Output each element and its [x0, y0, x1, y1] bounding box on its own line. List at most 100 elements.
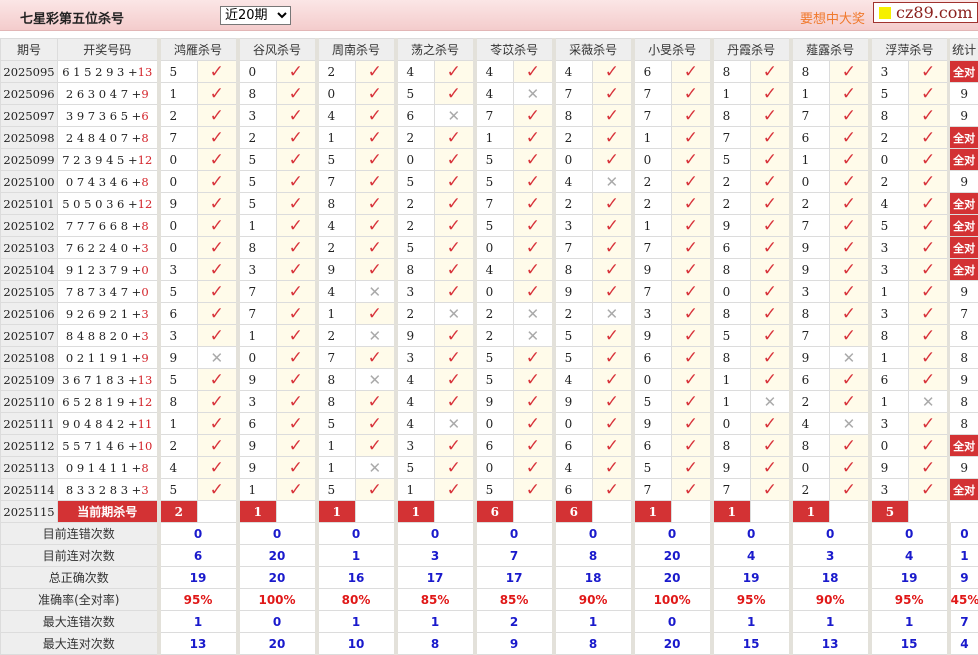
summary-value: 3	[396, 545, 475, 567]
issue-cell: 2025095	[1, 61, 58, 83]
kill-number-cell: 2	[396, 215, 435, 237]
draw-digits: 5 5 7 1 4 6 +	[62, 439, 137, 453]
check-icon: ✓	[277, 149, 317, 171]
check-icon: ✓	[356, 479, 396, 501]
kill-number-cell: 0	[159, 149, 198, 171]
current-kill-number: 6	[554, 501, 593, 523]
cross-icon: ✕	[198, 347, 238, 369]
cross-icon: ✕	[435, 105, 475, 127]
kill-number-cell: 0	[475, 281, 514, 303]
kill-number-cell: 4	[396, 61, 435, 83]
summary-value: 85%	[475, 589, 554, 611]
kill-number-cell: 1	[396, 479, 435, 501]
check-icon: ✓	[672, 303, 712, 325]
check-icon: ✓	[909, 237, 949, 259]
current-kill-number: 1	[712, 501, 751, 523]
check-icon: ✓	[830, 193, 870, 215]
check-icon: ✓	[751, 149, 791, 171]
period-select[interactable]: 近20期	[220, 6, 291, 25]
cross-icon: ✕	[514, 303, 554, 325]
check-icon: ✓	[277, 369, 317, 391]
check-icon: ✓	[277, 413, 317, 435]
summary-value: 20	[238, 567, 317, 589]
check-icon: ✓	[435, 193, 475, 215]
check-icon: ✓	[593, 105, 633, 127]
check-icon: ✓	[909, 127, 949, 149]
check-icon: ✓	[672, 413, 712, 435]
draw-digits: 8 4 8 8 2 0 +	[66, 329, 141, 343]
kill-number-cell: 9	[238, 435, 277, 457]
check-icon: ✓	[751, 303, 791, 325]
kill-number-cell: 1	[475, 127, 514, 149]
brand-logo[interactable]: cz89.com	[873, 2, 978, 23]
check-icon: ✓	[435, 391, 475, 413]
draw-special: 9	[141, 87, 148, 101]
check-icon: ✓	[198, 171, 238, 193]
kill-number-cell: 1	[712, 369, 751, 391]
check-icon: ✓	[356, 435, 396, 457]
check-icon: ✓	[356, 413, 396, 435]
current-kill-number: 1	[396, 501, 435, 523]
check-icon: ✓	[593, 215, 633, 237]
check-icon: ✓	[514, 369, 554, 391]
kill-number-cell: 7	[238, 281, 277, 303]
stat-cell: 8	[949, 347, 978, 369]
draw-number-cell: 7 7 7 6 6 8 +8	[58, 215, 159, 237]
summary-value: 1	[791, 611, 870, 633]
kill-number-cell: 9	[633, 325, 672, 347]
check-icon: ✓	[593, 83, 633, 105]
column-header-expert: 采薇杀号	[554, 39, 633, 61]
summary-label: 准确率(全对率)	[1, 589, 159, 611]
summary-value: 0	[396, 523, 475, 545]
kill-number-cell: 8	[712, 105, 751, 127]
check-icon: ✓	[514, 457, 554, 479]
kill-number-cell: 4	[317, 215, 356, 237]
kill-number-cell: 0	[712, 413, 751, 435]
check-icon: ✓	[435, 369, 475, 391]
draw-number-cell: 2 6 3 0 4 7 +9	[58, 83, 159, 105]
summary-label: 最大连错次数	[1, 611, 159, 633]
kill-number-cell: 5	[554, 325, 593, 347]
check-icon: ✓	[514, 413, 554, 435]
check-icon: ✓	[435, 149, 475, 171]
kill-number-cell: 4	[396, 391, 435, 413]
kill-number-cell: 3	[159, 259, 198, 281]
draw-digits: 6 5 2 8 1 9 +	[62, 395, 137, 409]
stat-cell: 全对	[949, 237, 978, 259]
draw-special: 12	[138, 197, 153, 211]
draw-number-cell: 6 1 5 2 9 3 +13	[58, 61, 159, 83]
check-icon: ✓	[593, 281, 633, 303]
summary-value: 19	[870, 567, 949, 589]
slogan-link[interactable]: 要想中大奖	[800, 8, 865, 27]
kill-number-cell: 7	[791, 105, 830, 127]
empty-mark-cell	[514, 501, 554, 523]
draw-digits: 9 2 6 9 2 1 +	[66, 307, 141, 321]
kill-number-cell: 7	[554, 237, 593, 259]
check-icon: ✓	[830, 325, 870, 347]
issue-cell: 2025106	[1, 303, 58, 325]
check-icon: ✓	[435, 325, 475, 347]
kill-number-cell: 0	[159, 215, 198, 237]
stat-cell: 全对	[949, 127, 978, 149]
check-icon: ✓	[672, 193, 712, 215]
issue-cell: 2025098	[1, 127, 58, 149]
draw-number-cell: 9 1 2 3 7 9 +0	[58, 259, 159, 281]
check-icon: ✓	[356, 347, 396, 369]
page-header: 七星彩第五位杀号 近20期 要想中大奖 cz89.com	[0, 0, 978, 31]
kill-number-cell: 2	[238, 127, 277, 149]
issue-cell: 2025099	[1, 149, 58, 171]
check-icon: ✓	[593, 347, 633, 369]
check-icon: ✓	[672, 149, 712, 171]
brand-text: cz89.com	[896, 3, 973, 22]
summary-value: 9	[475, 633, 554, 655]
summary-value: 19	[712, 567, 791, 589]
summary-value: 1	[712, 611, 791, 633]
summary-value: 20	[238, 545, 317, 567]
kill-number-cell: 2	[317, 325, 356, 347]
stat-cell: 全对	[949, 193, 978, 215]
draw-special: 8	[141, 131, 148, 145]
